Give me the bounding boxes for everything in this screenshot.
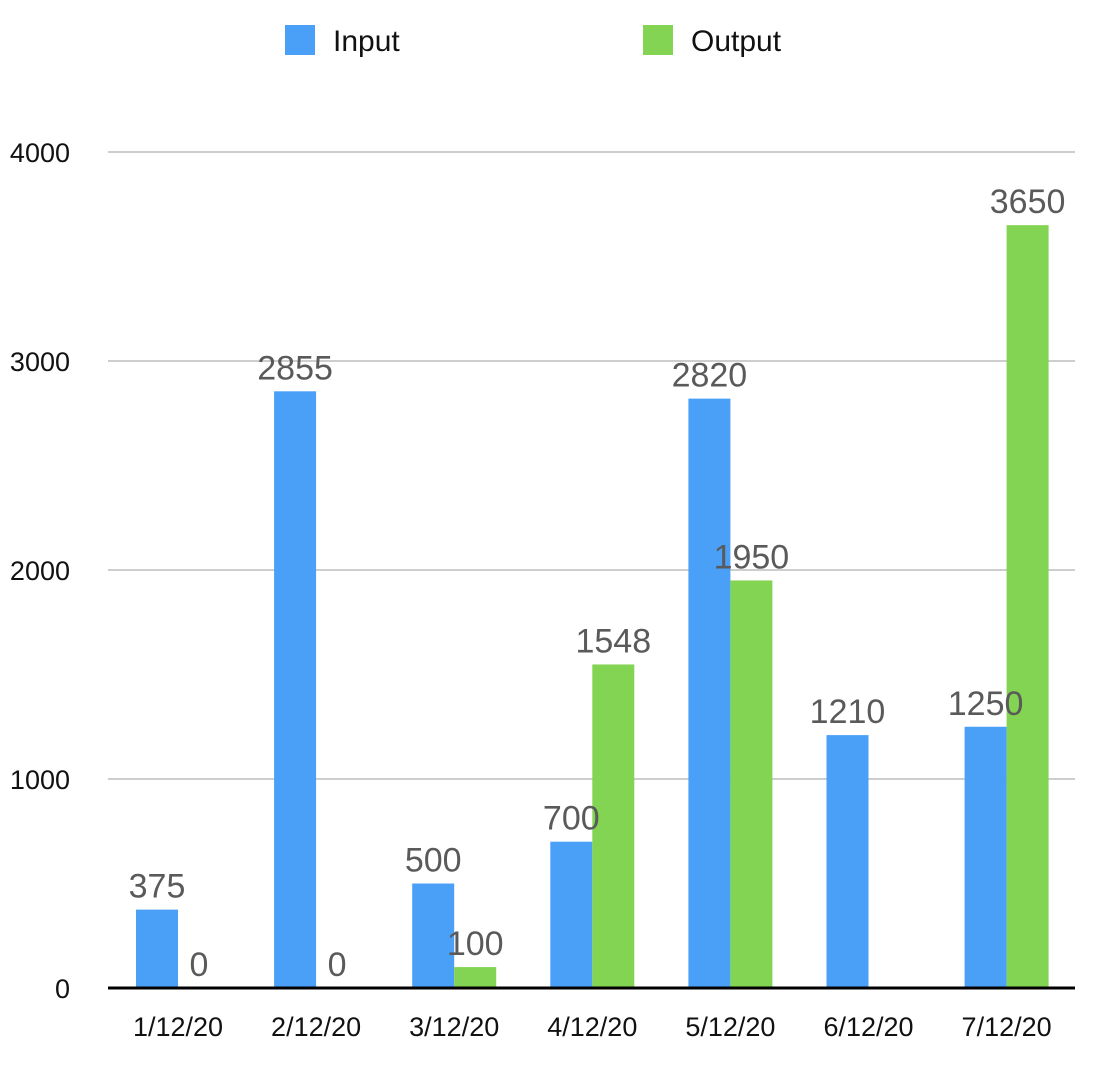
- x-tick-label: 7/12/20: [962, 1012, 1052, 1042]
- bars: [136, 225, 1049, 988]
- data-label: 0: [328, 946, 347, 984]
- bar-input: [412, 883, 455, 988]
- bar-input: [274, 391, 317, 988]
- y-tick-label: 1000: [10, 765, 70, 795]
- bar-input: [550, 841, 593, 988]
- data-label: 1210: [810, 693, 886, 731]
- y-tick-label: 0: [55, 974, 70, 1004]
- grid-layer: [108, 151, 1075, 780]
- data-label: 700: [543, 800, 600, 838]
- y-tick-label: 2000: [10, 556, 70, 586]
- x-tick-label: 5/12/20: [685, 1012, 775, 1042]
- data-label: 2855: [257, 349, 333, 387]
- y-tick-label: 4000: [10, 138, 70, 168]
- bar-output: [592, 664, 635, 988]
- data-label: 1548: [575, 622, 651, 660]
- y-tick-label: 3000: [10, 347, 70, 377]
- x-tick-label: 3/12/20: [409, 1012, 499, 1042]
- data-labels: 375 0 2855 0 500 100 700 1548 2820 1950 1210 1250 36…: [129, 183, 1066, 984]
- data-label: 2820: [672, 357, 748, 395]
- data-label: 3650: [990, 183, 1066, 221]
- data-label: 1950: [714, 538, 790, 576]
- x-tick-label: 6/12/20: [823, 1012, 913, 1042]
- legend-swatch-input: [285, 25, 315, 55]
- data-label: 100: [447, 925, 504, 963]
- bar-input: [688, 398, 731, 988]
- x-tick-label: 2/12/20: [271, 1012, 361, 1042]
- legend-swatch-output: [643, 25, 673, 55]
- x-tick-label: 1/12/20: [133, 1012, 223, 1042]
- x-tick-labels: 1/12/20 2/12/20 3/12/20 4/12/20 5/12/20 6/12/…: [133, 1012, 1052, 1042]
- data-label: 500: [405, 842, 462, 880]
- bar-output: [730, 580, 773, 988]
- data-label: 375: [129, 868, 186, 906]
- bar-input: [964, 726, 1007, 988]
- data-label: 1250: [948, 685, 1024, 723]
- x-tick-label: 4/12/20: [547, 1012, 637, 1042]
- bar-input: [136, 909, 178, 988]
- legend: Input Output: [285, 25, 782, 58]
- bar-output: [454, 967, 497, 988]
- y-axis: 0 1000 2000 3000 4000: [10, 138, 70, 1004]
- bar-input: [826, 735, 869, 988]
- data-label: 0: [190, 946, 209, 984]
- legend-label-input: Input: [333, 25, 400, 58]
- legend-label-output: Output: [691, 25, 782, 58]
- bar-output: [1006, 225, 1049, 988]
